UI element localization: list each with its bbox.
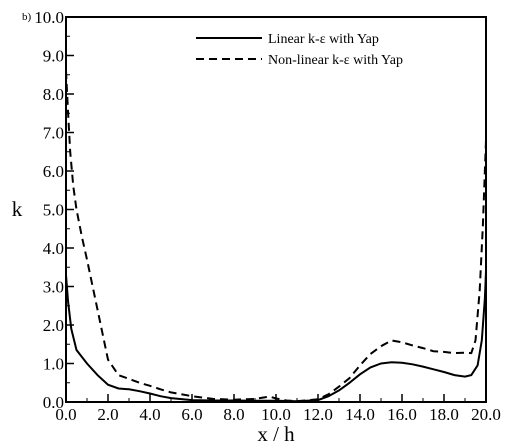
y-tick-label: 3.0 — [43, 278, 64, 297]
x-tick-label: 16.0 — [387, 405, 417, 424]
y-axis-title: k — [12, 197, 23, 221]
y-tick-label: 7.0 — [43, 124, 64, 143]
y-tick-label: 2.0 — [43, 316, 64, 335]
x-tick-label: 12.0 — [303, 405, 333, 424]
curves — [65, 70, 487, 403]
y-tick-label: 10.0 — [34, 8, 64, 27]
x-axis-ticks: 0.0 2.0 4.0 6.0 8.0 10.0 12.0 14.0 16.0 18.0 20.0 — [55, 394, 501, 424]
y-tick-label: 0.0 — [43, 393, 64, 412]
y-tick-label: 5.0 — [43, 201, 64, 220]
y-tick-label: 9.0 — [43, 47, 64, 66]
x-tick-label: 4.0 — [139, 405, 160, 424]
x-tick-label: 0.0 — [55, 405, 76, 424]
y-tick-label: 1.0 — [43, 355, 64, 374]
x-tick-label: 20.0 — [471, 405, 501, 424]
x-tick-label: 8.0 — [223, 405, 244, 424]
plot-frame — [65, 16, 487, 403]
series-line-2 — [65, 70, 487, 403]
legend-label-1: Linear k-ε with Yap — [268, 32, 379, 47]
panel-label: b) — [22, 11, 32, 23]
x-tick-label: 10.0 — [261, 405, 291, 424]
x-tick-label: 2.0 — [97, 405, 118, 424]
y-tick-label: 8.0 — [43, 85, 64, 104]
legend-label-2: Non-linear k-ε with Yap — [268, 53, 403, 68]
y-axis-ticks: 0.0 1.0 2.0 3.0 4.0 5.0 6.0 7.0 8.0 9.0 10.0 — [34, 8, 74, 412]
x-axis-title: x / h — [257, 422, 295, 446]
x-tick-label: 18.0 — [429, 405, 459, 424]
legend: Linear k-ε with Yap Non-linear k-ε with Y… — [196, 32, 403, 68]
y-tick-label: 4.0 — [43, 239, 64, 258]
x-tick-label: 14.0 — [345, 405, 375, 424]
series-line-1 — [65, 271, 487, 403]
y-tick-label: 6.0 — [43, 162, 64, 181]
x-tick-label: 6.0 — [181, 405, 202, 424]
